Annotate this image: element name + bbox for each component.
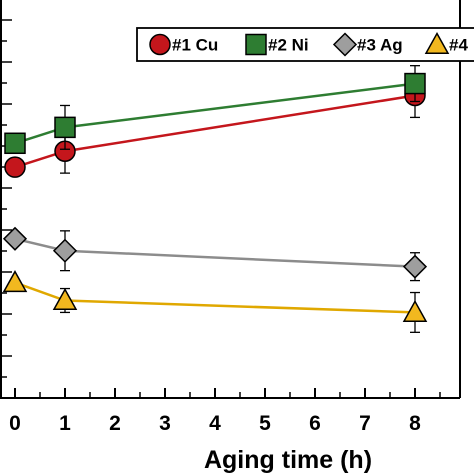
x-tick-label-8: 8 [409, 412, 421, 435]
legend-label: #4 [449, 36, 468, 55]
legend-marker [424, 31, 450, 55]
series-4 [2, 270, 428, 333]
legend-entry-1: #1 Cu [149, 33, 218, 56]
data-point [402, 299, 428, 322]
data-point [2, 270, 28, 293]
legend-label: #3 Ag [357, 36, 403, 55]
legend-marker [149, 33, 171, 56]
series-layer [2, 65, 428, 333]
x-tick-label-5: 5 [259, 412, 271, 435]
x-tick-label-0: 0 [9, 412, 21, 435]
x-tick-label-7: 7 [359, 412, 371, 435]
legend-entry-4: #4 [424, 31, 468, 55]
legend-entry-2: #2 Ni [245, 33, 309, 56]
data-point [2, 226, 28, 251]
legend-entry-3: #3 Ag [332, 32, 403, 57]
legend: #1 Cu #2 Ni #3 Ag #4 [136, 27, 474, 62]
data-point [52, 238, 78, 263]
x-tick-label-3: 3 [159, 412, 171, 435]
data-point [4, 156, 26, 178]
axes [0, 0, 461, 399]
labels: 0 1 2 3 4 5 6 7 8 Aging time (h) [9, 412, 421, 474]
data-point [402, 254, 428, 279]
legend-box [136, 27, 474, 62]
series-3 [2, 226, 428, 282]
x-tick-label-6: 6 [309, 412, 321, 435]
data-point [404, 72, 426, 95]
series-2 [4, 65, 426, 155]
x-tick-label-1: 1 [59, 412, 71, 435]
legend-marker [245, 33, 267, 56]
legend-marker [332, 32, 358, 57]
data-point [52, 287, 78, 311]
legend-label: #2 Ni [268, 36, 309, 55]
data-point [4, 132, 26, 155]
x-tick-label-4: 4 [209, 412, 221, 435]
x-axis-title: Aging time (h) [204, 446, 372, 474]
legend-label: #1 Cu [172, 36, 218, 55]
data-point [54, 116, 76, 139]
x-tick-label-2: 2 [109, 412, 121, 435]
